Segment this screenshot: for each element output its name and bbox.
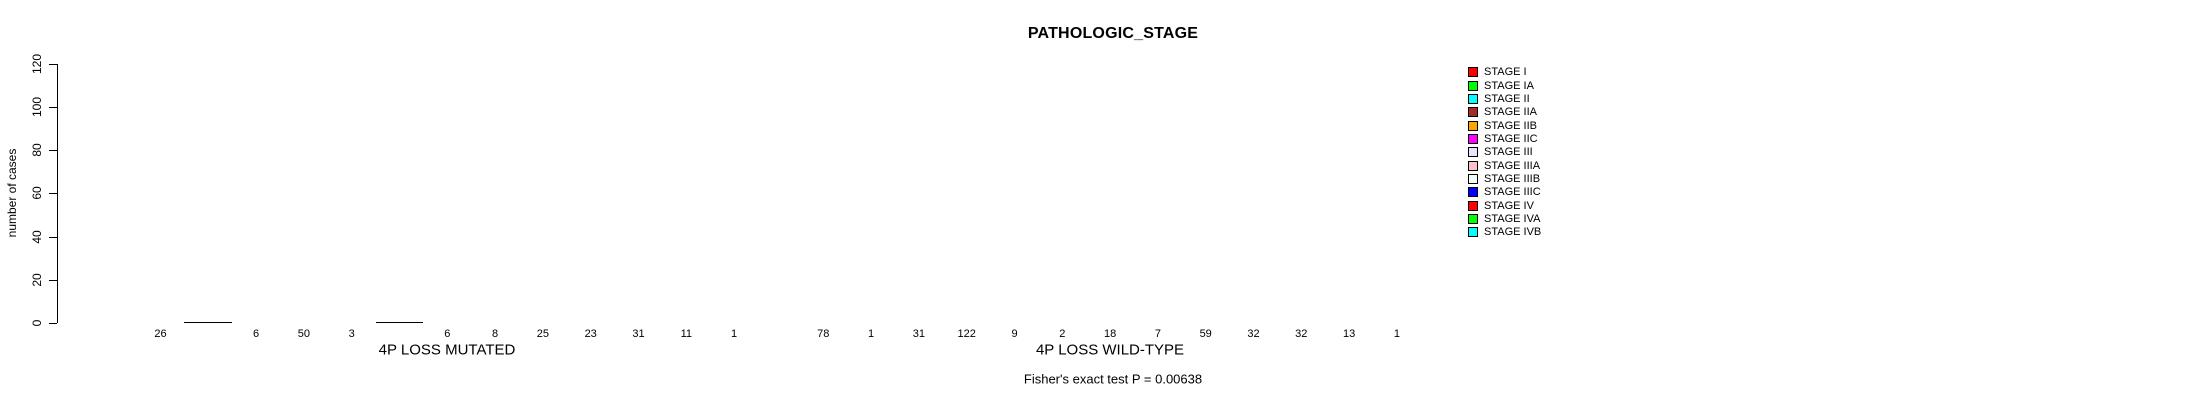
legend-label: STAGE III bbox=[1484, 146, 1533, 159]
legend-swatch-stage-ia bbox=[1468, 80, 1478, 91]
legend-label: STAGE IIIA bbox=[1484, 159, 1541, 172]
y-tick-label: 60 bbox=[30, 186, 44, 200]
legend-label: STAGE IIIC bbox=[1484, 186, 1541, 199]
zero-value-bar bbox=[375, 322, 424, 323]
legend-swatch-stage-iva bbox=[1468, 213, 1478, 224]
legend-swatch-stage-iv bbox=[1468, 200, 1478, 211]
legend-label: STAGE IIIB bbox=[1484, 172, 1541, 185]
y-tick-label: 100 bbox=[30, 96, 44, 117]
legend-label: STAGE IIC bbox=[1484, 132, 1538, 145]
legend-label: STAGE IA bbox=[1484, 79, 1534, 92]
bar-value-label: 78 bbox=[817, 328, 830, 340]
legend-swatch-stage-iii bbox=[1468, 147, 1478, 158]
legend-label: STAGE IVB bbox=[1484, 226, 1542, 239]
legend-swatch-stage-iib bbox=[1468, 120, 1478, 131]
legend-swatch-stage-i bbox=[1468, 67, 1478, 78]
bar-value-label: 9 bbox=[1011, 328, 1018, 340]
bar-value-label: 6 bbox=[253, 328, 260, 340]
y-axis-label: number of cases bbox=[5, 148, 19, 238]
bar-value-label: 2 bbox=[1059, 328, 1066, 340]
bar-value-label: 32 bbox=[1247, 328, 1260, 340]
chart-title: PATHOLOGIC_STAGE bbox=[1027, 25, 1199, 42]
bar-value-label: 11 bbox=[680, 328, 693, 340]
zero-value-bar bbox=[184, 322, 233, 323]
legend-swatch-stage-iia bbox=[1468, 107, 1478, 118]
group-label-wild-type: 4P LOSS WILD-TYPE bbox=[1035, 341, 1185, 359]
y-tick bbox=[48, 236, 57, 238]
legend-label: STAGE IIB bbox=[1484, 119, 1537, 132]
legend-swatch-stage-iiia bbox=[1468, 160, 1478, 171]
legend-label: STAGE IV bbox=[1484, 199, 1534, 212]
fisher-test-caption: Fisher's exact test P = 0.00638 bbox=[1023, 371, 1203, 387]
bar-value-label: 7 bbox=[1154, 328, 1161, 340]
y-tick bbox=[48, 106, 57, 108]
bar-value-label: 1 bbox=[1393, 328, 1400, 340]
y-axis-line bbox=[56, 63, 58, 323]
bar-value-label: 31 bbox=[912, 328, 926, 340]
bar-value-label: 26 bbox=[154, 328, 167, 340]
bar-value-label: 25 bbox=[536, 328, 550, 340]
legend-swatch-stage-iiic bbox=[1468, 187, 1478, 198]
bar-value-label: 23 bbox=[584, 328, 597, 340]
y-tick-label: 0 bbox=[30, 319, 44, 327]
legend-swatch-stage-iic bbox=[1468, 133, 1478, 144]
bar-value-label: 122 bbox=[957, 328, 976, 340]
y-tick bbox=[48, 323, 57, 324]
bar-value-label: 1 bbox=[868, 328, 875, 340]
y-tick bbox=[48, 150, 57, 152]
group-label-mutated: 4P LOSS MUTATED bbox=[378, 341, 516, 359]
y-tick-label: 80 bbox=[30, 143, 44, 157]
y-tick bbox=[48, 279, 57, 281]
y-tick-label: 40 bbox=[30, 229, 44, 244]
y-tick bbox=[48, 63, 57, 65]
bar-value-label: 59 bbox=[1199, 328, 1212, 340]
legend-label: STAGE II bbox=[1484, 93, 1530, 105]
bar-value-label: 31 bbox=[632, 328, 645, 340]
legend-label: STAGE IIA bbox=[1484, 106, 1537, 119]
y-tick-label: 20 bbox=[30, 273, 44, 287]
legend-swatch-stage-iiib bbox=[1468, 173, 1478, 184]
bar-value-label: 13 bbox=[1342, 328, 1356, 340]
legend-swatch-stage-ivb bbox=[1468, 227, 1478, 238]
bar-value-label: 50 bbox=[297, 328, 311, 340]
bar-value-label: 32 bbox=[1295, 328, 1308, 340]
legend-label: STAGE I bbox=[1484, 66, 1527, 79]
bar-value-label: 6 bbox=[444, 328, 451, 340]
y-tick-label: 120 bbox=[30, 53, 44, 74]
y-tick bbox=[48, 193, 57, 195]
legend-label: STAGE IVA bbox=[1484, 212, 1541, 225]
bar-value-label: 3 bbox=[348, 328, 355, 340]
legend-swatch-stage-ii bbox=[1468, 94, 1478, 104]
bar-value-label: 1 bbox=[731, 328, 738, 340]
bar-value-label: 8 bbox=[492, 328, 499, 340]
bar-value-label: 18 bbox=[1103, 328, 1117, 340]
